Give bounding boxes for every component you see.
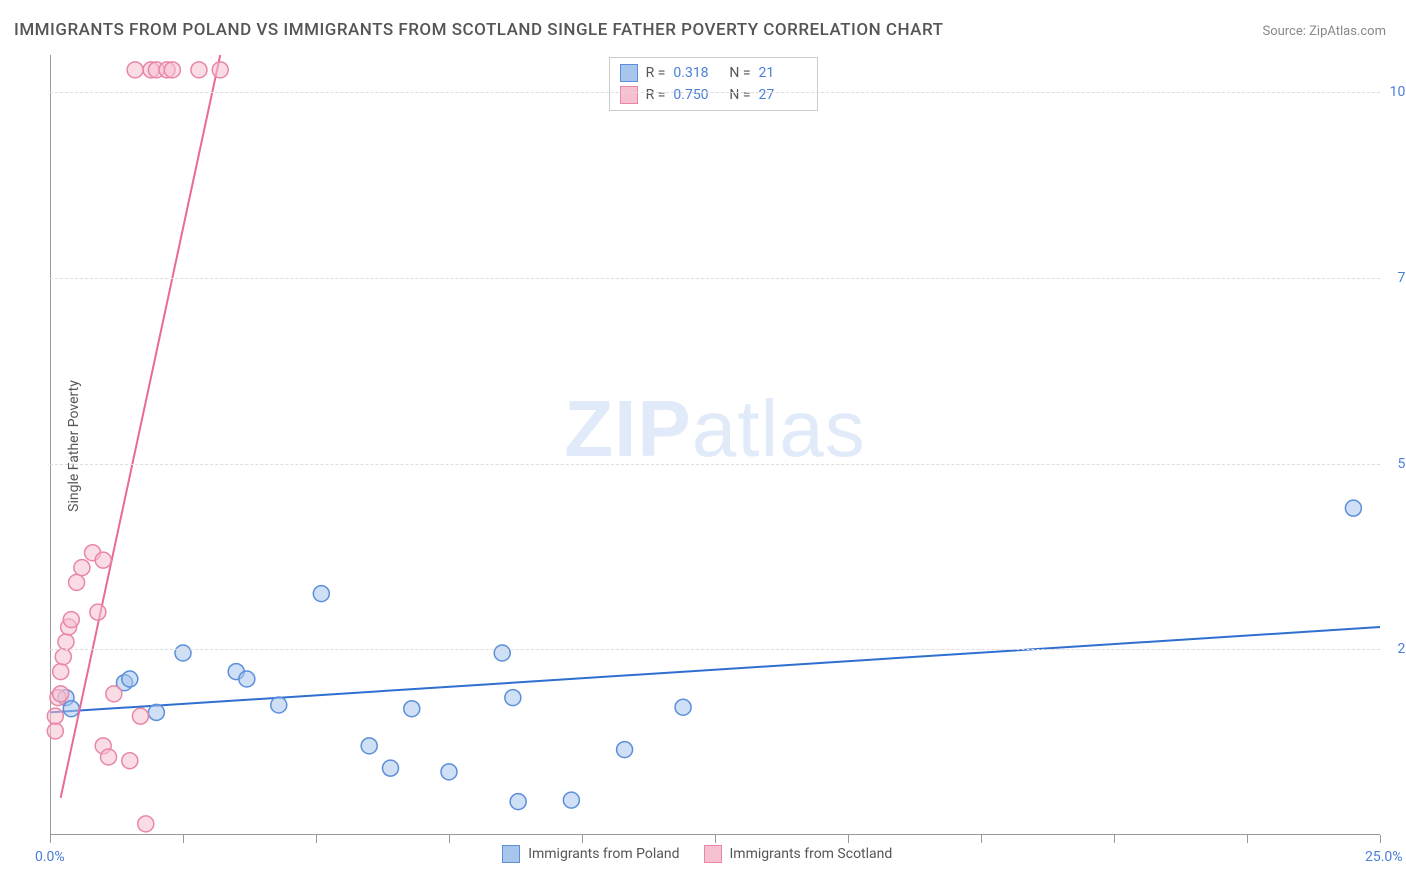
chart-title: IMMIGRANTS FROM POLAND VS IMMIGRANTS FRO… xyxy=(14,20,943,40)
x-tick xyxy=(1247,835,1248,843)
data-point xyxy=(53,664,69,680)
y-tick-label: 75.0% xyxy=(1397,270,1406,286)
data-point xyxy=(101,749,117,765)
data-point xyxy=(617,742,633,758)
data-point xyxy=(138,816,154,832)
data-point xyxy=(122,671,138,687)
n-value: 27 xyxy=(759,87,807,103)
legend-swatch xyxy=(704,845,722,863)
trend-line xyxy=(61,55,221,798)
x-tick-label: 0.0% xyxy=(35,849,65,865)
data-point xyxy=(106,686,122,702)
data-point xyxy=(74,560,90,576)
legend-swatch xyxy=(502,845,520,863)
gridline xyxy=(50,278,1380,279)
x-tick xyxy=(848,835,849,843)
series-legend: Immigrants from Poland Immigrants from Sc… xyxy=(502,845,892,863)
data-point xyxy=(271,697,287,713)
data-point xyxy=(164,62,180,78)
data-point xyxy=(175,645,191,661)
data-point xyxy=(47,723,63,739)
gridline xyxy=(50,464,1380,465)
r-value: 0.318 xyxy=(673,65,721,81)
gridline xyxy=(50,649,1380,650)
data-point xyxy=(63,701,79,717)
data-point xyxy=(127,62,143,78)
x-tick xyxy=(981,835,982,843)
x-tick xyxy=(1114,835,1115,843)
data-point xyxy=(510,794,526,810)
x-tick xyxy=(715,835,716,843)
data-point xyxy=(122,753,138,769)
data-point xyxy=(132,708,148,724)
data-point xyxy=(212,62,228,78)
n-label: N = xyxy=(729,87,750,103)
y-tick-label: 25.0% xyxy=(1397,641,1406,657)
data-point xyxy=(95,552,111,568)
data-point xyxy=(47,708,63,724)
data-point xyxy=(505,690,521,706)
data-point xyxy=(494,645,510,661)
data-point xyxy=(55,649,71,665)
x-tick xyxy=(50,835,51,843)
data-point xyxy=(441,764,457,780)
legend-item: Immigrants from Poland xyxy=(502,845,679,863)
legend-label: Immigrants from Poland xyxy=(528,846,679,862)
stats-row: R = 0.750 N = 27 xyxy=(620,84,807,106)
r-value: 0.750 xyxy=(673,87,721,103)
r-label: R = xyxy=(646,65,666,81)
legend-label: Immigrants from Scotland xyxy=(730,846,893,862)
trend-line xyxy=(50,627,1380,712)
n-label: N = xyxy=(729,65,750,81)
chart-container: IMMIGRANTS FROM POLAND VS IMMIGRANTS FRO… xyxy=(0,0,1406,892)
data-point xyxy=(148,704,164,720)
data-point xyxy=(69,574,85,590)
data-point xyxy=(90,604,106,620)
x-tick xyxy=(1380,835,1381,843)
data-point xyxy=(191,62,207,78)
legend-swatch xyxy=(620,86,638,104)
data-point xyxy=(361,738,377,754)
r-label: R = xyxy=(646,87,666,103)
legend-item: Immigrants from Scotland xyxy=(704,845,893,863)
data-point xyxy=(239,671,255,687)
gridline xyxy=(50,92,1380,93)
data-point xyxy=(58,634,74,650)
legend-swatch xyxy=(620,64,638,82)
x-tick xyxy=(449,835,450,843)
plot-area: ZIPatlas R =0.318N =21R =0.750N =27 Immi… xyxy=(50,55,1380,835)
data-point xyxy=(382,760,398,776)
data-point xyxy=(313,586,329,602)
y-tick-label: 100.0% xyxy=(1390,84,1406,100)
x-tick xyxy=(582,835,583,843)
data-point xyxy=(404,701,420,717)
stats-row: R = 0.318 N = 21 xyxy=(620,62,807,84)
data-point xyxy=(53,686,69,702)
data-point xyxy=(1345,500,1361,516)
x-tick xyxy=(183,835,184,843)
data-point xyxy=(675,699,691,715)
x-tick xyxy=(316,835,317,843)
scatter-svg xyxy=(50,55,1380,835)
n-value: 21 xyxy=(759,65,807,81)
y-tick-label: 50.0% xyxy=(1397,456,1406,472)
x-tick-label: 25.0% xyxy=(1365,849,1403,865)
data-point xyxy=(63,612,79,628)
source-label: Source: ZipAtlas.com xyxy=(1262,24,1386,39)
data-point xyxy=(563,792,579,808)
stats-legend: R = 0.318 N = 21 R = 0.750 N = 27 xyxy=(609,57,818,111)
